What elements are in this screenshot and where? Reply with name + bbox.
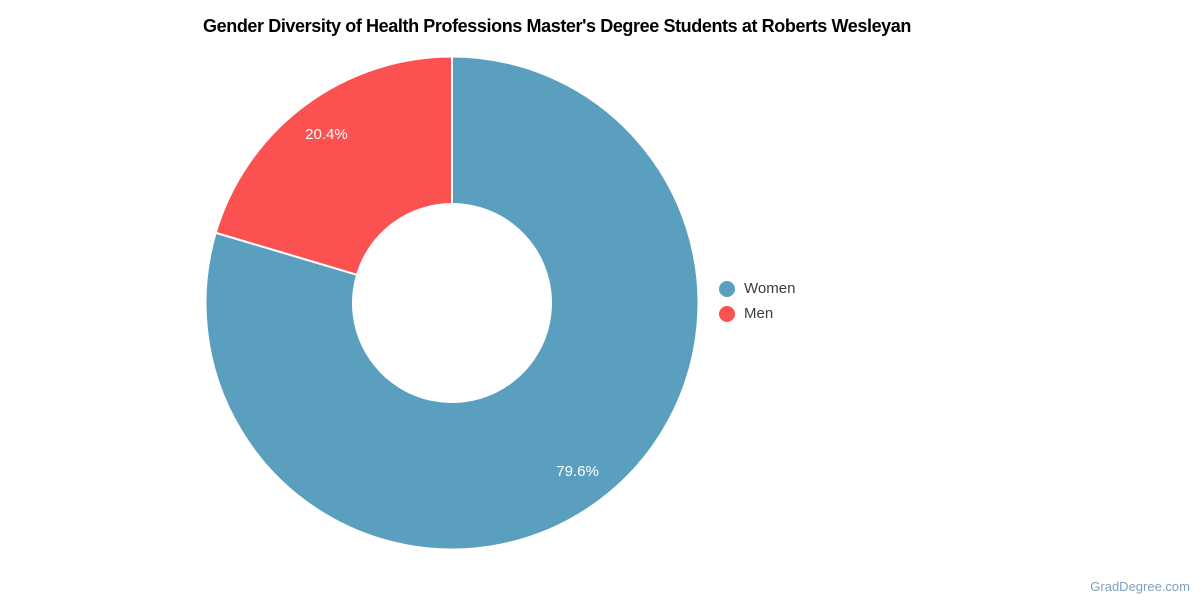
chart-title: Gender Diversity of Health Professions M…: [203, 16, 911, 36]
legend: Women Men: [719, 281, 795, 331]
legend-label-women: Women: [744, 280, 796, 297]
legend-marker-women: [719, 281, 735, 297]
pie-slice-women[interactable]: [204, 55, 700, 551]
slice-label-women: 79.6%: [556, 463, 599, 480]
watermark-link[interactable]: GradDegree.com: [1090, 579, 1190, 594]
pie-slice-men[interactable]: [214, 55, 453, 276]
slice-label-men: 20.4%: [305, 126, 348, 143]
legend-item-women[interactable]: Women: [719, 281, 795, 297]
legend-item-men[interactable]: Men: [719, 306, 795, 322]
legend-marker-men: [719, 306, 735, 322]
legend-label-men: Men: [744, 305, 774, 322]
